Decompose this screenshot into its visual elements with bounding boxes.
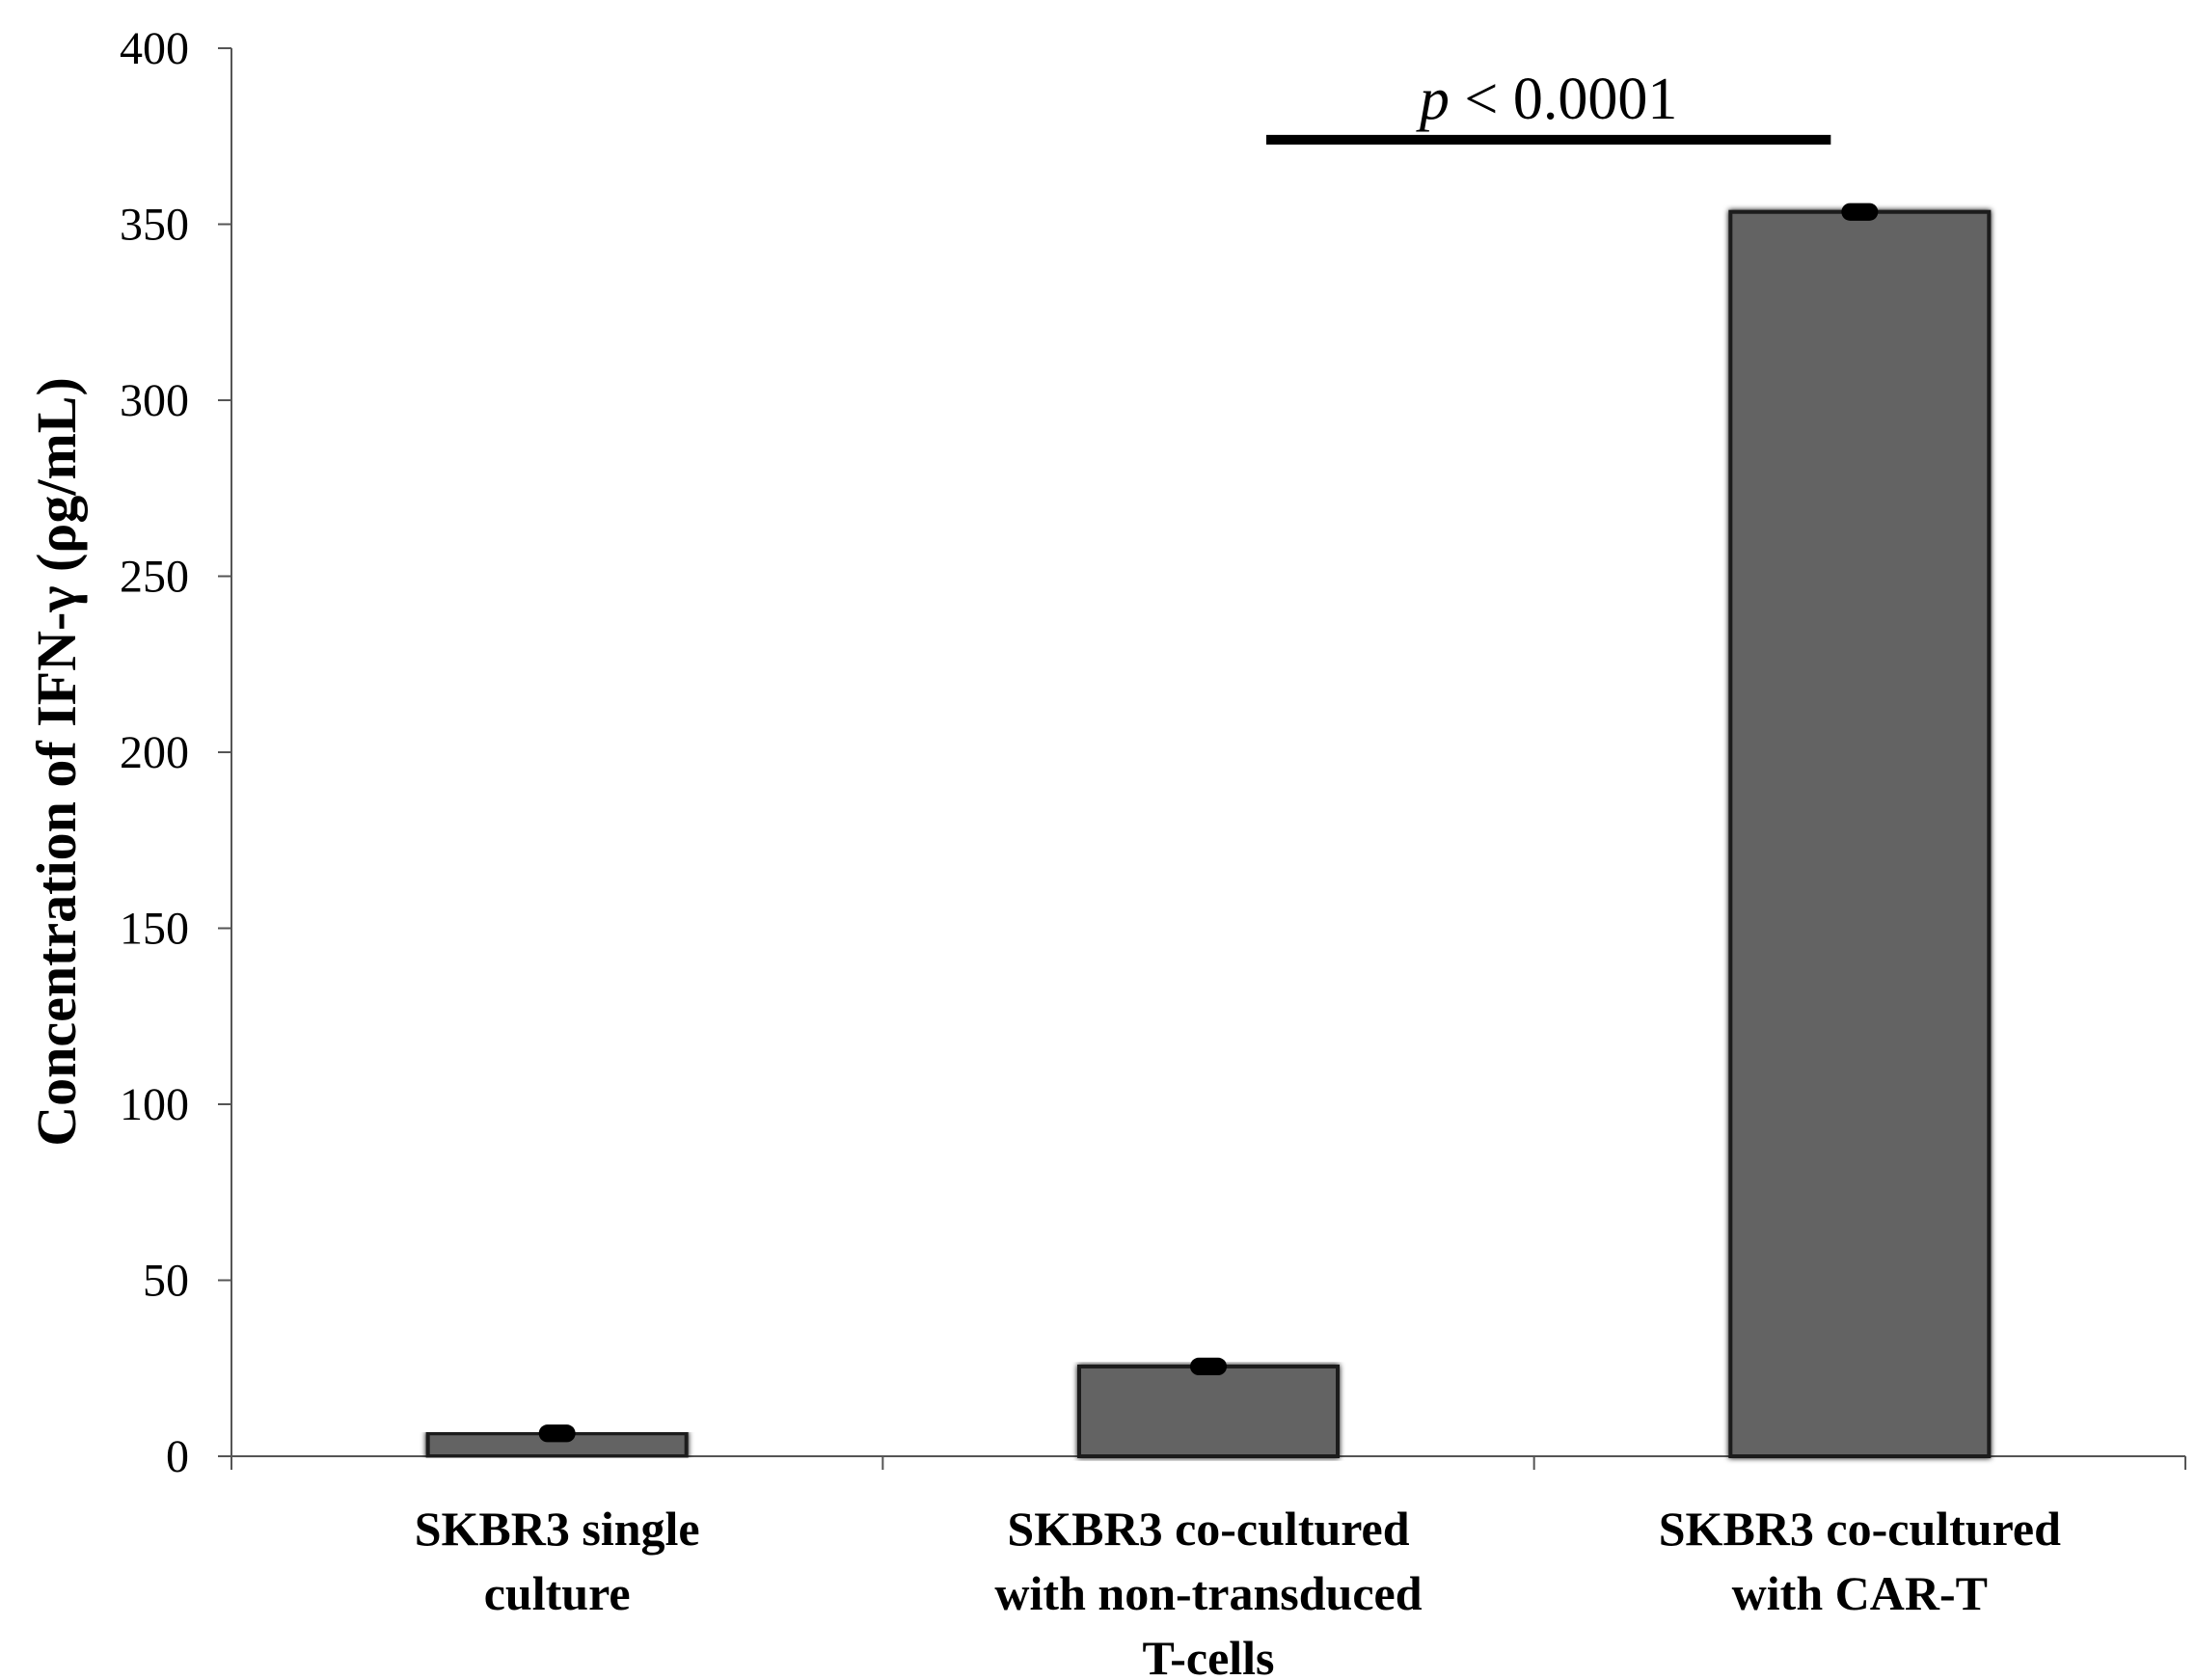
bar [1728,209,1992,1459]
y-tick-label: 50 [143,1256,189,1307]
y-tick-label: 200 [120,727,189,778]
y-axis: 0 50 100 150 200 250 300 350 400 [120,23,232,1482]
y-tick-label: 150 [120,904,189,955]
p-symbol: p [1416,67,1450,132]
y-tick-label: 350 [120,200,189,251]
x-category-label-line: SKBR3 co-cultured [1659,1502,2061,1556]
x-category-label-line: T-cells [1142,1631,1274,1680]
bars [425,209,1992,1459]
x-category-label: SKBR3 co-cultured with CAR-T [1659,1502,2061,1620]
x-category-label-line: culture [484,1566,631,1620]
x-category-label: SKBR3 single culture [415,1502,700,1620]
p-value-label: p < 0.0001 [1416,67,1677,132]
x-category-label-line: SKBR3 co-cultured [1007,1502,1409,1556]
x-category-label-line: with CAR-T [1732,1566,1988,1620]
x-axis: SKBR3 single culture SKBR3 co-cultured with… [230,1455,2186,1680]
y-tick-label: 100 [120,1079,189,1130]
x-category-label-line: SKBR3 single [415,1502,700,1556]
error-marker [538,1424,576,1443]
p-value: < 0.0001 [1450,67,1677,132]
error-markers [538,203,1879,1443]
significance-annotation: p < 0.0001 [1266,67,1831,145]
bar [1077,1364,1340,1459]
y-tick-label: 300 [120,375,189,426]
x-category-label: SKBR3 co-cultured with non-transduced T-ce… [994,1502,1422,1680]
error-marker [1190,1357,1227,1376]
y-tick-label: 250 [120,552,189,603]
y-axis-label: Concentration of IFN-γ (ρg/mL) [25,377,88,1147]
y-tick-label: 0 [166,1431,189,1482]
x-category-label-line: with non-transduced [994,1566,1422,1620]
y-tick-label: 400 [120,23,189,74]
error-marker [1841,203,1879,221]
